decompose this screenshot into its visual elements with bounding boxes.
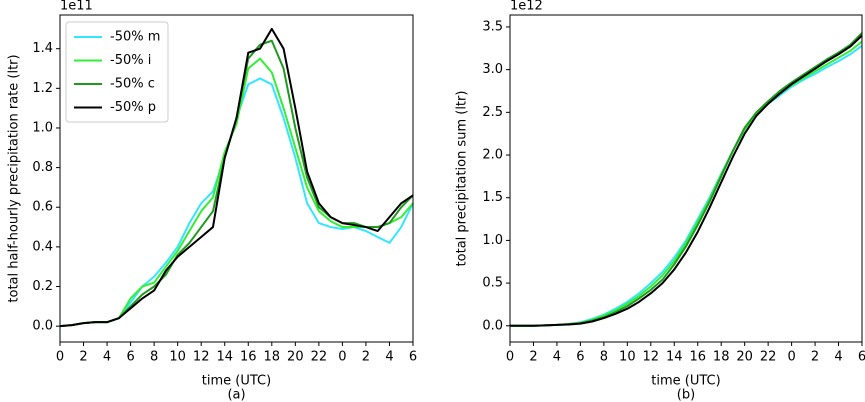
legend-label: -50% m xyxy=(110,30,160,45)
legend-label: -50% c xyxy=(110,77,155,92)
y-tick-label: 3.5 xyxy=(482,19,503,34)
x-tick-label: 8 xyxy=(600,350,608,365)
x-tick-label: 0 xyxy=(338,350,346,365)
axis-offset-label: 1e12 xyxy=(510,0,543,14)
x-tick-label: 22 xyxy=(311,350,328,365)
y-tick-label: 2.5 xyxy=(482,105,503,120)
y-tick-label: 1.0 xyxy=(32,120,53,135)
x-tick-label: 22 xyxy=(760,350,777,365)
y-tick-label: 0.2 xyxy=(32,279,53,294)
x-tick-label: 6 xyxy=(409,350,417,365)
legend-label: -50% p xyxy=(110,100,156,115)
x-tick-label: 6 xyxy=(858,350,865,365)
x-tick-label: 16 xyxy=(240,350,257,365)
caption: (b) xyxy=(677,388,695,402)
legend-label: -50% i xyxy=(110,53,151,68)
x-tick-label: 4 xyxy=(834,350,842,365)
y-tick-label: 1.0 xyxy=(482,233,503,248)
series-line xyxy=(510,40,863,327)
y-tick-label: 0.0 xyxy=(482,318,503,333)
axis-offset-label: 1e11 xyxy=(60,0,93,14)
y-tick-label: 1.4 xyxy=(32,41,53,56)
x-tick-label: 6 xyxy=(576,350,584,365)
x-axis-label: time (UTC) xyxy=(651,374,720,389)
y-tick-label: 0.4 xyxy=(32,239,53,254)
y-axis-label: total half-hourly precipitation rate (lt… xyxy=(7,54,22,302)
x-tick-label: 18 xyxy=(264,350,281,365)
y-tick-label: 0.0 xyxy=(32,319,53,334)
x-tick-label: 2 xyxy=(79,350,87,365)
x-tick-label: 4 xyxy=(385,350,393,365)
x-tick-label: 2 xyxy=(529,350,537,365)
x-tick-label: 0 xyxy=(787,350,795,365)
y-tick-label: 2.0 xyxy=(482,148,503,163)
y-tick-label: 0.6 xyxy=(32,200,53,215)
x-tick-label: 0 xyxy=(56,350,64,365)
x-tick-label: 2 xyxy=(811,350,819,365)
x-tick-label: 20 xyxy=(287,350,304,365)
x-axis-label: time (UTC) xyxy=(202,374,271,389)
x-tick-label: 20 xyxy=(736,350,753,365)
series-line xyxy=(510,34,863,327)
x-tick-label: 0 xyxy=(506,350,514,365)
x-tick-label: 18 xyxy=(713,350,730,365)
x-tick-label: 2 xyxy=(362,350,370,365)
y-tick-label: 0.8 xyxy=(32,160,53,175)
series-line xyxy=(59,27,414,328)
series-line xyxy=(510,44,863,327)
x-tick-label: 8 xyxy=(150,350,158,365)
x-tick-label: 14 xyxy=(216,350,233,365)
axes-frame xyxy=(59,14,414,343)
y-axis-label: total precipitation sum (ltr) xyxy=(455,91,470,267)
x-tick-label: 12 xyxy=(643,350,660,365)
x-tick-label: 14 xyxy=(666,350,683,365)
y-tick-label: 3.0 xyxy=(482,62,503,77)
x-tick-label: 4 xyxy=(103,350,111,365)
y-tick-label: 1.5 xyxy=(482,190,503,205)
x-tick-label: 10 xyxy=(619,350,636,365)
caption: (a) xyxy=(227,388,245,402)
x-tick-label: 12 xyxy=(193,350,210,365)
x-tick-label: 4 xyxy=(553,350,561,365)
x-tick-label: 6 xyxy=(126,350,134,365)
y-tick-label: 1.2 xyxy=(32,81,53,96)
x-tick-label: 10 xyxy=(169,350,186,365)
x-tick-label: 16 xyxy=(689,350,706,365)
y-tick-label: 0.5 xyxy=(482,276,503,291)
legend-box xyxy=(65,21,169,123)
axes-frame xyxy=(509,14,863,343)
